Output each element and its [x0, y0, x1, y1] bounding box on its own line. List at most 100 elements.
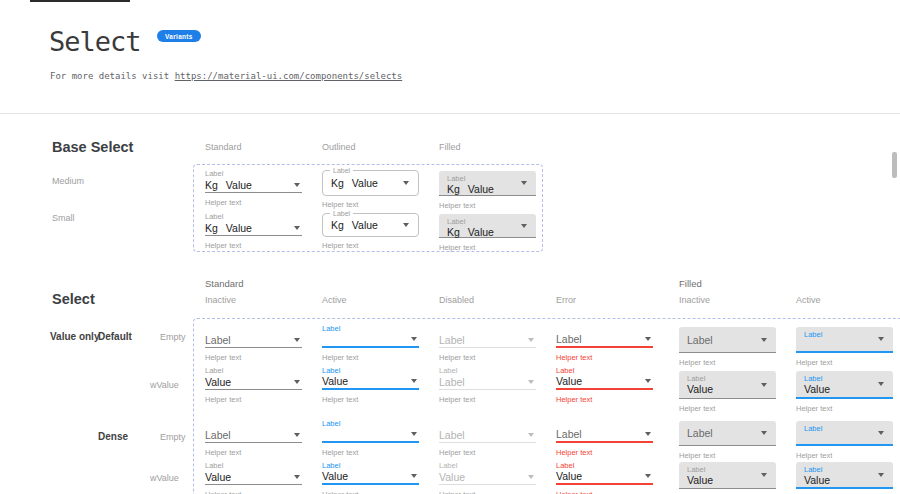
select-control[interactable]: Label: [205, 334, 302, 348]
select-value-row: KgValue: [331, 219, 411, 231]
select-field-filled-undefined: LabelKgValue Helper text: [439, 214, 536, 252]
dropdown-caret-icon: [761, 473, 767, 477]
page-title: Select: [49, 26, 141, 57]
helper-text: Helper text: [439, 201, 475, 210]
select-control[interactable]: Value: [322, 376, 419, 390]
select-float-label: Label: [687, 465, 705, 474]
select-value: KgValue: [331, 219, 378, 231]
select-field-standard-disabled: LabelLabelHelper text: [439, 364, 536, 404]
row-group-default: Default: [98, 331, 132, 342]
select-control[interactable]: Value: [322, 471, 419, 485]
select-float-label: Label: [804, 330, 822, 339]
select-control[interactable]: Label: [679, 421, 776, 446]
select-field-standard-error: Label Helper text: [556, 322, 653, 362]
select-control[interactable]: Value: [205, 376, 302, 390]
select-control[interactable]: LabelKgValue: [439, 214, 536, 238]
select-field-standard-error: LabelHelper text: [556, 417, 653, 457]
select-field-standard-active: LabelHelper text: [322, 322, 419, 362]
select-float-label: Label: [205, 169, 223, 178]
select-control[interactable]: Label: [205, 429, 302, 443]
select-control[interactable]: Value: [205, 471, 302, 485]
select-float-label: Label: [322, 461, 340, 470]
dropdown-caret-icon: [411, 379, 417, 383]
select-control[interactable]: KgValue: [205, 179, 302, 193]
dropdown-caret-icon: [403, 223, 409, 227]
select-value: Value: [205, 376, 231, 388]
select-control[interactable]: Label: [796, 421, 893, 446]
select-value: Label: [556, 428, 582, 440]
select-control[interactable]: Label: [556, 334, 653, 348]
select-control[interactable]: KgValue: [205, 222, 302, 236]
select-control[interactable]: Label: [679, 327, 776, 353]
helper-text: Helper text: [322, 490, 358, 494]
select-value: KgValue: [205, 222, 252, 234]
select-float-label: Label: [804, 424, 822, 433]
group-filled: Filled: [679, 278, 702, 289]
select-value: Label: [439, 376, 465, 388]
select-value-text: Value: [352, 177, 378, 189]
select-control[interactable]: LabelKgValue: [439, 171, 536, 196]
select-float-label: Label: [556, 366, 574, 375]
select-control[interactable]: Label: [439, 429, 536, 443]
docs-link[interactable]: https://material-ui.com/components/selec…: [175, 71, 403, 81]
select-control[interactable]: [322, 429, 419, 443]
select-control[interactable]: Label: [556, 429, 653, 443]
select-value: Value: [322, 470, 348, 482]
select-float-label: Label: [322, 324, 340, 333]
dropdown-caret-icon: [878, 337, 884, 341]
helper-text: Helper text: [439, 243, 475, 252]
dropdown-caret-icon: [294, 183, 300, 187]
dropdown-caret-icon: [528, 338, 534, 342]
select-field-standard-inactive: LabelValueHelper text: [205, 459, 302, 494]
row-group-dense: Dense: [98, 431, 128, 442]
select-control[interactable]: Label: [439, 376, 536, 390]
select-value-text: Value: [468, 183, 494, 195]
dropdown-caret-icon: [878, 431, 884, 435]
state-active-filled: Active: [796, 295, 821, 305]
select-heading: Select: [52, 291, 95, 307]
select-value: Value: [687, 383, 713, 395]
select-float-label: Label: [322, 366, 340, 375]
select-control[interactable]: Value: [556, 376, 653, 390]
page: Select Variants For more details visit h…: [0, 0, 900, 494]
select-control[interactable]: LabelKgValue: [322, 213, 419, 237]
select-float-label: Label: [322, 419, 340, 428]
select-control[interactable]: [322, 334, 419, 348]
select-value-row: Kg Value: [331, 177, 411, 189]
state-inactive-filled: Inactive: [679, 295, 710, 305]
select-float-label: Label: [556, 461, 574, 470]
select-control[interactable]: LabelValue: [796, 462, 893, 489]
select-field-filled-active: LabelHelper text: [796, 327, 893, 367]
helper-text: Helper text: [439, 490, 475, 494]
helper-text: Helper text: [205, 353, 241, 362]
dropdown-caret-icon: [761, 431, 767, 435]
select-float-label: Label: [447, 217, 465, 226]
select-control[interactable]: LabelKgValue: [322, 170, 419, 196]
select-control[interactable]: Value: [556, 471, 653, 485]
dropdown-caret-icon: [528, 380, 534, 384]
vertical-scrollbar-thumb[interactable]: [892, 152, 897, 178]
helper-text: Helper text: [796, 451, 832, 460]
select-adornment: Kg: [331, 177, 344, 189]
state-disabled-standard: Disabled: [439, 295, 474, 305]
helper-text: Helper text: [322, 395, 358, 404]
select-control[interactable]: Label: [796, 327, 893, 353]
select-value: Label: [687, 334, 713, 346]
subtitle-text: For more details visit: [50, 71, 175, 81]
helper-text: Helper text: [322, 241, 358, 250]
select-field-filled-undefined: LabelKgValueHelper text: [439, 171, 536, 210]
select-control[interactable]: LabelValue: [679, 371, 776, 399]
row-primary-label: Value only: [50, 331, 99, 342]
select-control[interactable]: LabelValue: [679, 462, 776, 489]
section-divider: [0, 113, 900, 114]
select-control[interactable]: Value: [439, 471, 536, 485]
helper-text: Helper text: [556, 353, 592, 362]
helper-text: Helper text: [439, 353, 475, 362]
select-value: KgValue: [205, 179, 252, 191]
select-control[interactable]: Label: [439, 334, 536, 348]
dropdown-caret-icon: [411, 337, 417, 341]
select-adornment: Kg: [447, 183, 460, 195]
dropdown-caret-icon: [411, 432, 417, 436]
base-row-small: Small: [52, 213, 75, 223]
select-control[interactable]: LabelValue: [796, 371, 893, 399]
